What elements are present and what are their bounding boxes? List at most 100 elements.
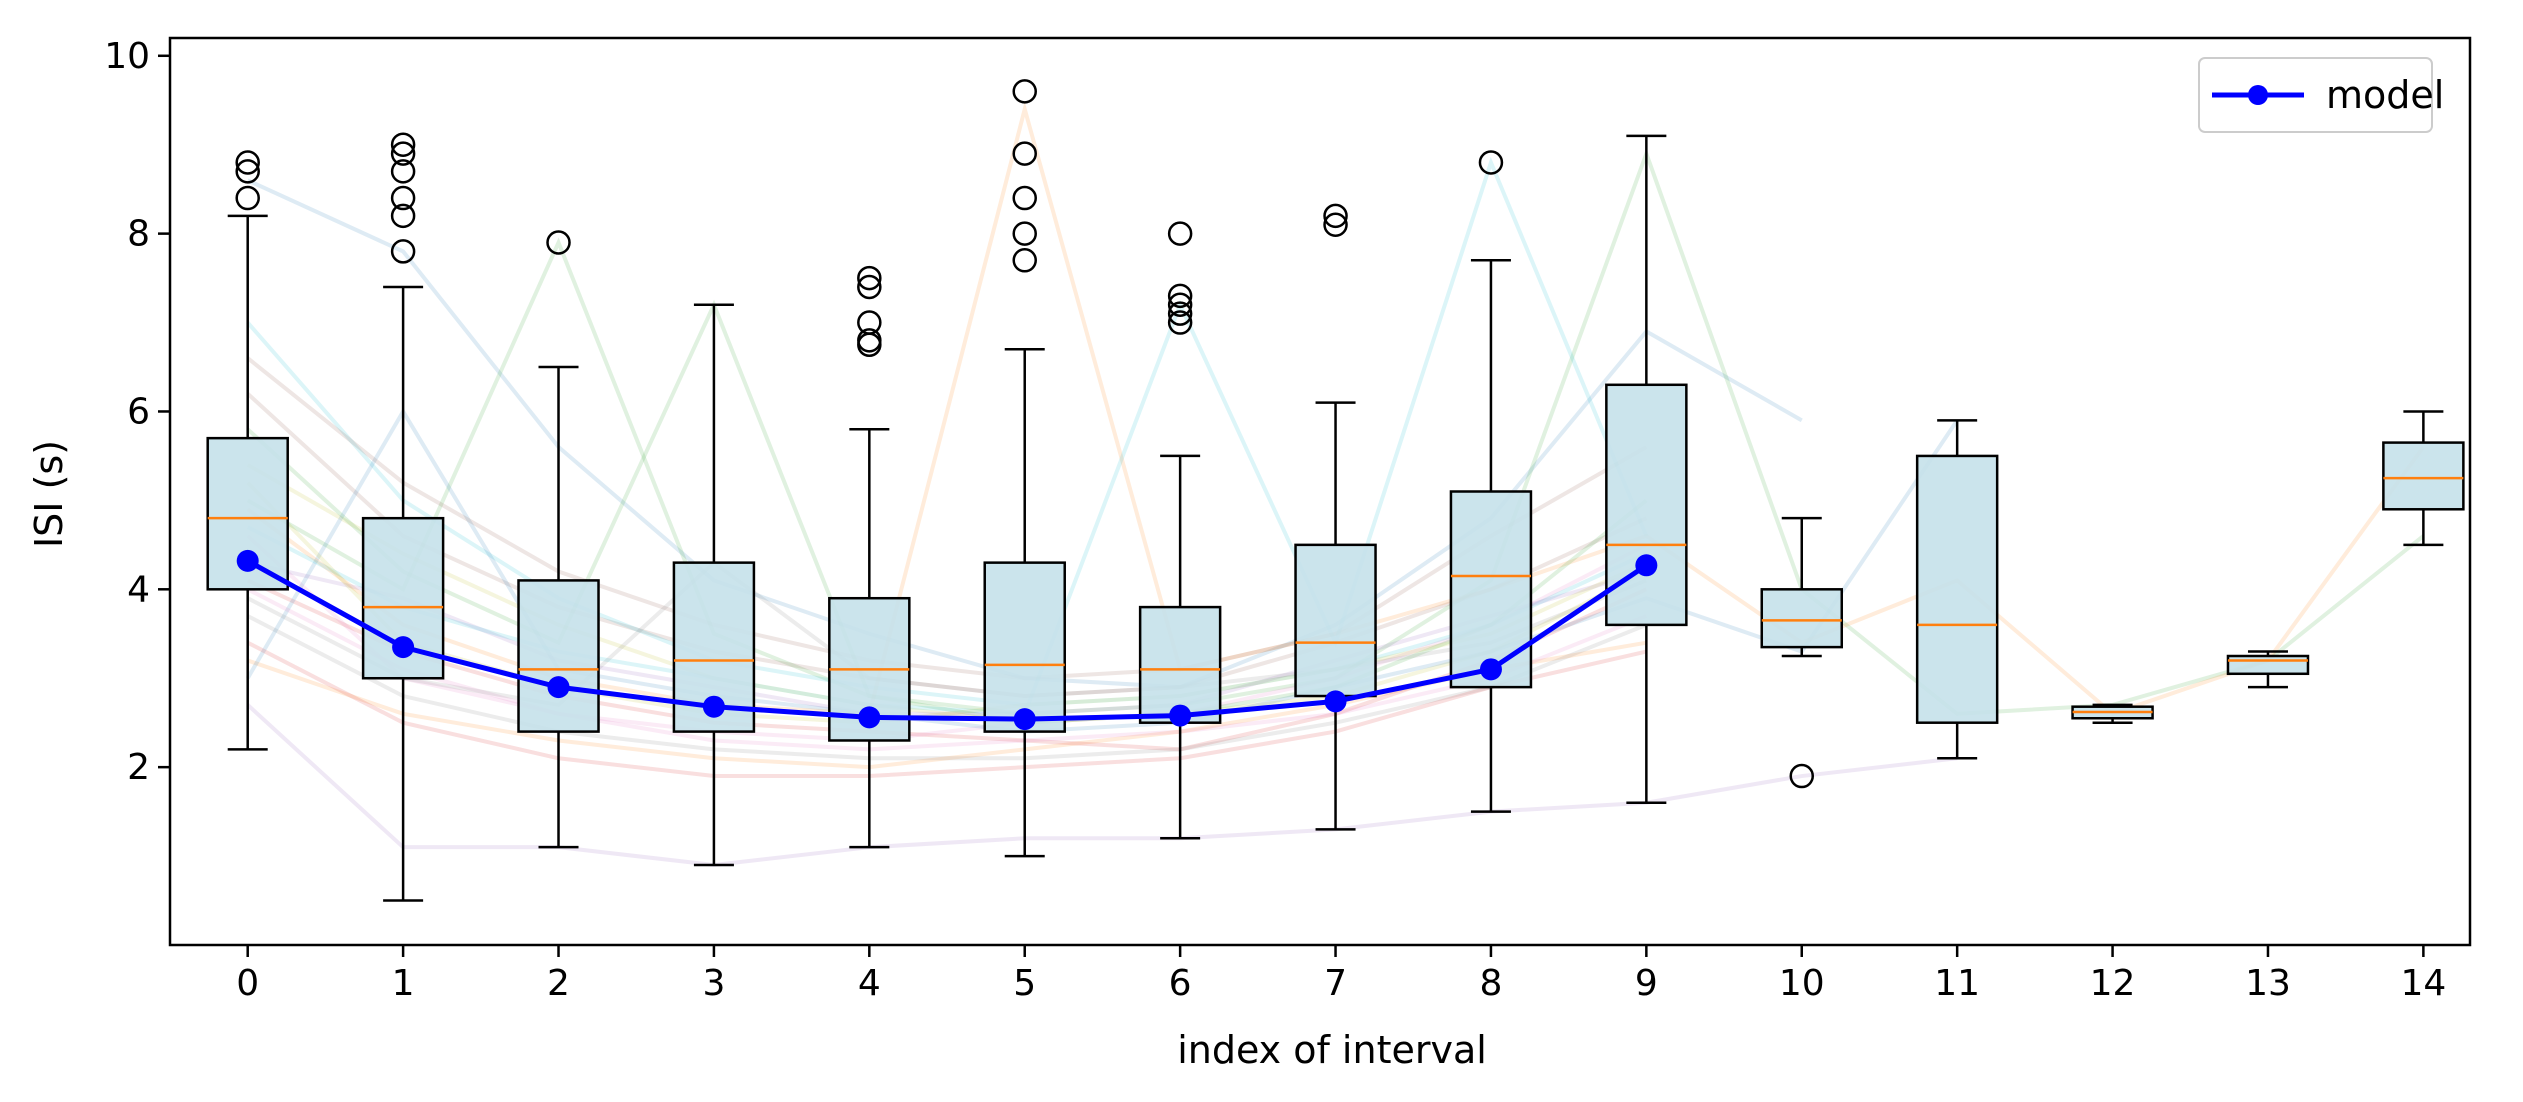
outlier-point (1167, 283, 1193, 309)
box-iqr (2226, 654, 2310, 676)
outlier-point (390, 141, 416, 166)
box-iqr (1294, 543, 1377, 698)
box-iqr (1449, 490, 1533, 689)
outlier-point (1012, 248, 1037, 273)
box-5 (983, 79, 1066, 858)
y-tick-label: 2 (127, 747, 150, 788)
y-axis-title: ISI (s) (27, 440, 71, 548)
trace-line-14 (247, 560, 1647, 716)
trace-line-17 (246, 156, 1649, 716)
outlier-point (1012, 141, 1037, 166)
legend: model (2198, 57, 2444, 133)
outlier-point (857, 328, 882, 353)
box-6 (1138, 221, 1222, 840)
x-tick-label: 7 (1324, 963, 1347, 1004)
box-13 (2226, 650, 2310, 689)
model-point (1324, 690, 1347, 713)
legend-model-marker (2248, 85, 2268, 105)
x-tick-label: 1 (392, 963, 415, 1004)
outlier-point (1167, 292, 1193, 318)
x-tick-label: 2 (547, 963, 570, 1004)
outlier-point (235, 185, 260, 211)
trace-line-8 (246, 463, 1648, 725)
model-point (1169, 704, 1192, 727)
x-tick-label: 6 (1169, 963, 1192, 1004)
x-tick-label: 13 (2245, 963, 2291, 1004)
x-tick-label: 9 (1635, 963, 1658, 1004)
box-iqr (983, 561, 1066, 733)
box-iqr (1605, 383, 1688, 627)
y-tick-label: 10 (104, 36, 150, 77)
model-point (1013, 708, 1036, 731)
outlier-point (1323, 212, 1348, 237)
y-tick-label: 6 (127, 391, 150, 432)
x-axis-title: index of interval (1177, 1028, 1487, 1072)
y-tick-label: 4 (127, 569, 150, 610)
legend-model-label: model (2326, 73, 2444, 117)
model-series (236, 549, 1658, 731)
outlier-point (1789, 763, 1815, 789)
outlier-point (546, 230, 571, 255)
model-line (246, 558, 1648, 722)
trace-line-16 (246, 587, 1648, 752)
boxes (206, 79, 2465, 902)
outlier-point (1323, 203, 1348, 229)
trace-line-19 (246, 560, 1648, 708)
outlier-point (1167, 301, 1193, 326)
x-tick-label: 3 (702, 963, 725, 1004)
outlier-point (390, 239, 416, 264)
outlier-point (235, 150, 260, 175)
outlier-point (1012, 79, 1037, 104)
trace-line-4 (246, 703, 1958, 867)
box-14 (2382, 410, 2465, 547)
outlier-point (390, 132, 416, 157)
outlier-point (390, 185, 416, 211)
outlier-point (1012, 221, 1037, 246)
outlier-point (1167, 310, 1193, 335)
model-point (547, 676, 570, 699)
x-tick-label: 14 (2400, 963, 2446, 1004)
box-iqr (1915, 454, 1999, 724)
model-point (1635, 554, 1658, 577)
x-tick-label: 11 (1934, 963, 1980, 1004)
outlier-point (857, 274, 882, 300)
trace-line-13 (246, 640, 1647, 779)
box-10 (1760, 516, 1844, 789)
box-iqr (1138, 605, 1222, 724)
plot-frame (168, 36, 2472, 947)
x-tick-label: 10 (1779, 963, 1825, 1004)
outlier-point (857, 265, 882, 291)
model-point (1479, 658, 1502, 681)
outlier-point (390, 159, 416, 184)
outlier-point (390, 203, 416, 229)
model-point (702, 695, 725, 718)
box-8 (1449, 150, 1533, 813)
outlier-point (235, 159, 260, 184)
x-tick-label: 4 (858, 963, 881, 1004)
box-iqr (2382, 441, 2465, 511)
trace-line-5 (246, 392, 1648, 699)
legend-box (2198, 57, 2433, 133)
trace-line-9 (246, 321, 1648, 707)
outlier-point (1167, 221, 1193, 246)
model-point (236, 549, 259, 572)
trace-line-7 (246, 614, 1648, 761)
x-tick-label: 5 (1013, 963, 1036, 1004)
model-point (392, 636, 415, 659)
x-tick-label: 12 (2090, 963, 2136, 1004)
box-iqr (1760, 588, 1844, 649)
box-iqr (517, 579, 600, 733)
trace-line-6 (246, 534, 1648, 743)
y-tick-label: 8 (127, 214, 150, 255)
box-2 (517, 230, 600, 849)
x-tick-label: 0 (236, 963, 259, 1004)
box-7 (1294, 203, 1377, 831)
outlier-point (857, 310, 882, 335)
outlier-point (1478, 150, 1504, 175)
model-point (858, 706, 881, 729)
box-12 (2071, 703, 2154, 724)
x-tick-label: 8 (1479, 963, 1502, 1004)
